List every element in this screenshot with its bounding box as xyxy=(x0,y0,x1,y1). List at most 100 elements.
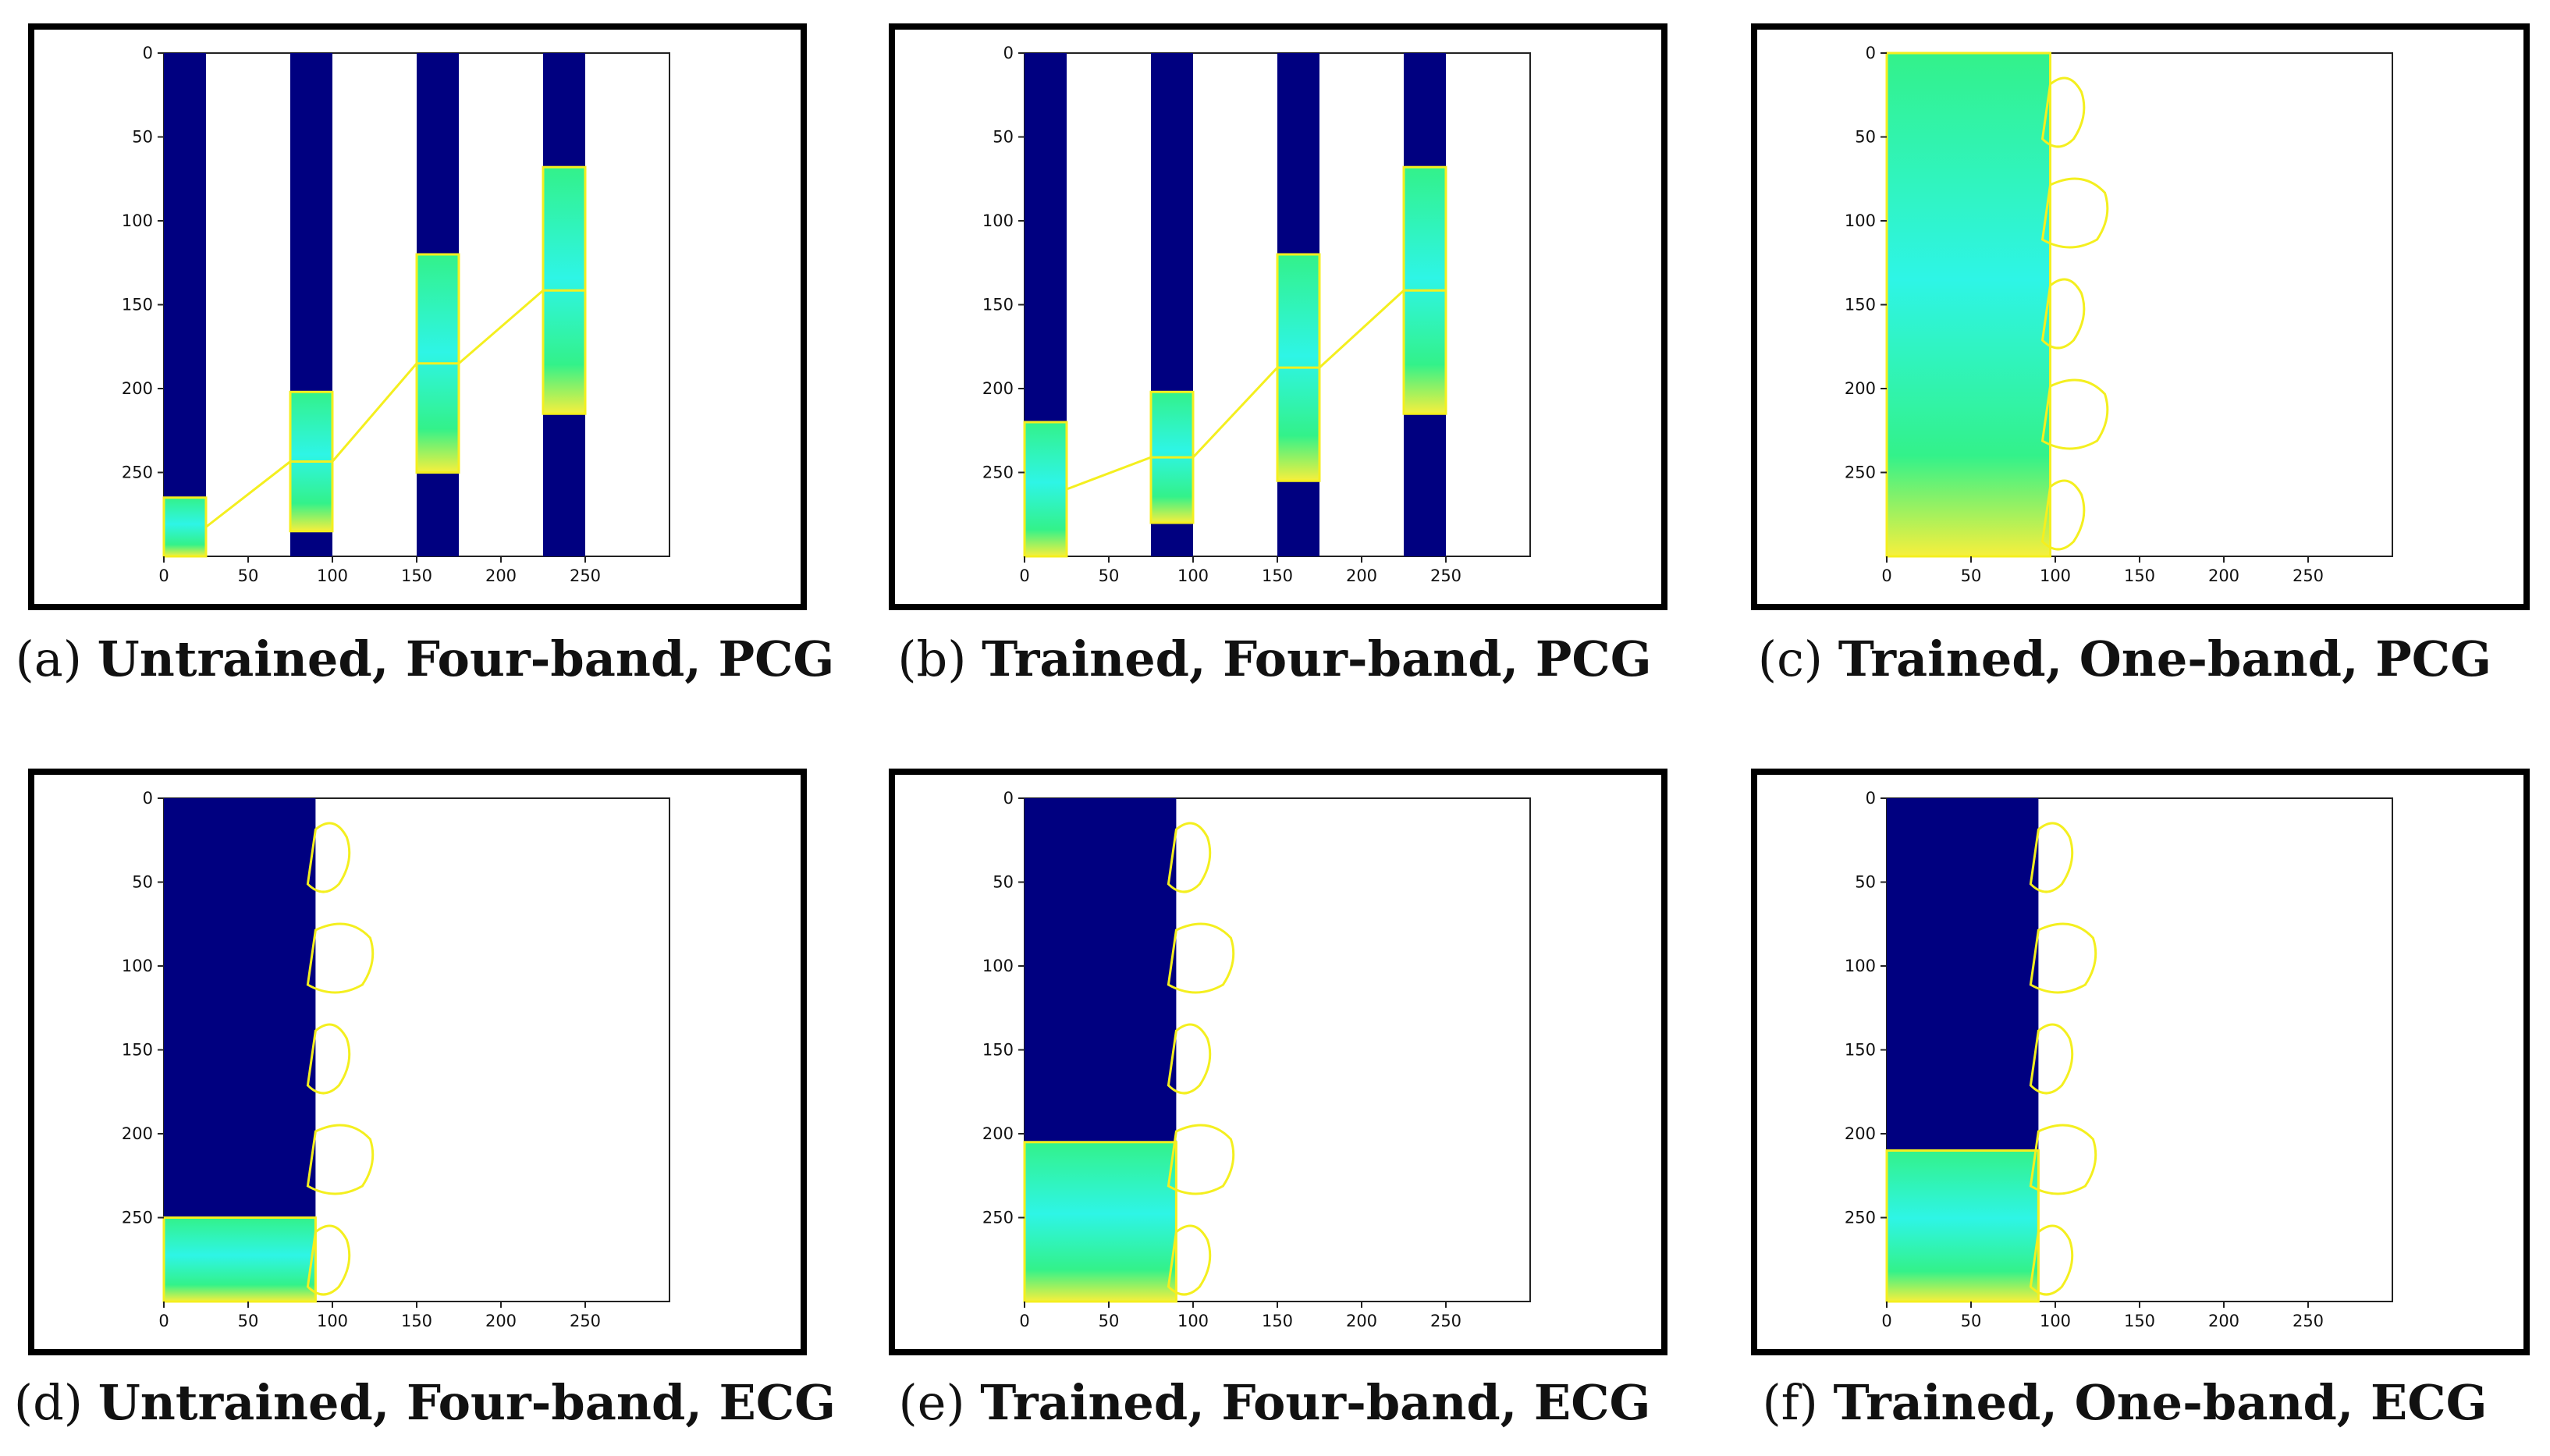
panel-letter: (e) xyxy=(898,1374,965,1431)
x-tick-label: 0 xyxy=(1019,1312,1029,1330)
contour-blob-0 xyxy=(306,822,351,893)
y-tick-label: 50 xyxy=(132,873,153,892)
y-tick-label: 50 xyxy=(1855,128,1876,147)
x-tick-label: 0 xyxy=(1019,566,1029,585)
band-highlight-0 xyxy=(1885,51,2052,558)
x-tick-label: 0 xyxy=(158,566,169,585)
panel-title: Trained, Four-band, ECG xyxy=(980,1374,1651,1431)
panel-c: 0 50 100 150 200 250 0 50 100 150 200 250 (c) Train… xyxy=(1699,0,2550,726)
panel-title: Trained, Four-band, PCG xyxy=(982,630,1652,687)
x-tick-label: 250 xyxy=(2293,566,2324,585)
chart-plot-b: 0 50 100 150 200 250 0 50 100 150 200 250 xyxy=(982,44,1531,585)
contour-blob-4 xyxy=(306,1224,351,1296)
x-tick-label: 50 xyxy=(1099,1312,1120,1330)
contour-blob-1 xyxy=(1167,922,1235,994)
x-tick-label: 0 xyxy=(1881,566,1891,585)
x-tick-label: 100 xyxy=(1177,566,1209,585)
y-tick-label: 100 xyxy=(1845,211,1876,230)
x-tick-label: 250 xyxy=(2293,1312,2324,1330)
x-tick-label: 150 xyxy=(2124,566,2155,585)
y-tick-label: 0 xyxy=(143,44,153,62)
x-tick-label: 100 xyxy=(2040,1312,2071,1330)
contour-blob-0 xyxy=(1167,822,1212,893)
y-tick-label: 250 xyxy=(1845,463,1876,482)
y-tick-label: 200 xyxy=(982,379,1014,398)
panel-title: Trained, One-band, PCG xyxy=(1838,630,2492,687)
contour-line xyxy=(205,289,585,528)
y-tick-label: 250 xyxy=(982,463,1014,482)
y-tick-label: 100 xyxy=(1845,957,1876,975)
x-tick-label: 200 xyxy=(1346,566,1377,585)
chart-plot-d: 0 50 100 150 200 250 0 50 100 150 200 250 xyxy=(122,789,670,1330)
x-tick-label: 100 xyxy=(317,566,348,585)
x-tick-label: 150 xyxy=(1262,566,1293,585)
x-tick-label: 0 xyxy=(158,1312,169,1330)
contour-blob-4 xyxy=(1167,1224,1212,1296)
band-highlight-0 xyxy=(162,496,208,558)
chart-plot-f: 0 50 100 150 200 250 0 50 100 150 200 250 xyxy=(1845,789,2393,1330)
y-tick-label: 250 xyxy=(982,1209,1014,1227)
panel-caption: (a) Untrained, Four-band, PCG xyxy=(0,630,850,687)
contour-blob-3 xyxy=(2029,1124,2097,1195)
panel-caption: (d) Untrained, Four-band, ECG xyxy=(0,1374,850,1431)
x-tick-label: 100 xyxy=(2040,566,2071,585)
x-tick-label: 150 xyxy=(401,566,432,585)
contour-blob-3 xyxy=(2040,378,2109,450)
band-highlight-0 xyxy=(1885,1149,2040,1303)
y-tick-label: 250 xyxy=(122,1209,153,1227)
x-tick-label: 200 xyxy=(2208,566,2239,585)
x-tick-label: 250 xyxy=(570,566,601,585)
x-tick-label: 250 xyxy=(1430,566,1461,585)
contour-blob-3 xyxy=(306,1124,375,1195)
x-tick-label: 200 xyxy=(485,1312,517,1330)
contour-blob-3 xyxy=(1167,1124,1235,1195)
y-tick-label: 0 xyxy=(1866,789,1876,808)
y-tick-label: 50 xyxy=(132,128,153,147)
y-tick-label: 200 xyxy=(122,379,153,398)
x-tick-label: 200 xyxy=(485,566,517,585)
x-tick-label: 50 xyxy=(1961,566,1982,585)
y-tick-label: 250 xyxy=(1845,1209,1876,1227)
y-tick-label: 100 xyxy=(122,957,153,975)
y-tick-label: 200 xyxy=(1845,379,1876,398)
y-tick-label: 0 xyxy=(143,789,153,808)
y-tick-label: 50 xyxy=(993,873,1014,892)
y-tick-label: 250 xyxy=(122,463,153,482)
contour-blob-0 xyxy=(2040,76,2086,148)
panel-title: Untrained, Four-band, ECG xyxy=(98,1374,836,1431)
contour-line xyxy=(1066,289,1446,491)
x-tick-label: 50 xyxy=(238,566,259,585)
contour-blob-2 xyxy=(2029,1023,2074,1095)
contour-blob-0 xyxy=(2029,822,2074,893)
x-tick-label: 250 xyxy=(1430,1312,1461,1330)
panel-b: 0 50 100 150 200 250 0 50 100 150 200 250 (b) Train… xyxy=(850,0,1699,726)
contour-blob-4 xyxy=(2040,479,2086,551)
y-tick-label: 150 xyxy=(1845,296,1876,314)
y-tick-label: 100 xyxy=(122,211,153,230)
x-tick-label: 50 xyxy=(238,1312,259,1330)
panel-title: Untrained, Four-band, PCG xyxy=(97,630,835,687)
panel-letter: (d) xyxy=(13,1374,83,1431)
x-tick-label: 200 xyxy=(2208,1312,2239,1330)
panel-letter: (a) xyxy=(15,630,82,687)
x-tick-label: 150 xyxy=(2124,1312,2155,1330)
contour-blob-1 xyxy=(2040,177,2109,249)
chart-plot-c: 0 50 100 150 200 250 0 50 100 150 200 250 xyxy=(1845,44,2393,585)
x-tick-label: 50 xyxy=(1961,1312,1982,1330)
y-tick-label: 100 xyxy=(982,211,1014,230)
x-tick-label: 50 xyxy=(1099,566,1120,585)
x-tick-label: 150 xyxy=(401,1312,432,1330)
contour-blob-2 xyxy=(2040,278,2086,350)
panel-caption: (c) Trained, One-band, PCG xyxy=(1699,630,2550,687)
contour-blob-4 xyxy=(2029,1224,2074,1296)
band-highlight-0 xyxy=(1023,421,1068,558)
panel-letter: (b) xyxy=(897,630,967,687)
panel-caption: (e) Trained, Four-band, ECG xyxy=(850,1374,1699,1431)
x-tick-label: 200 xyxy=(1346,1312,1377,1330)
panel-letter: (c) xyxy=(1757,630,1823,687)
x-tick-label: 100 xyxy=(1177,1312,1209,1330)
y-tick-label: 50 xyxy=(1855,873,1876,892)
panel-letter: (f) xyxy=(1762,1374,1818,1431)
band-0 xyxy=(164,53,206,556)
x-tick-label: 250 xyxy=(570,1312,601,1330)
